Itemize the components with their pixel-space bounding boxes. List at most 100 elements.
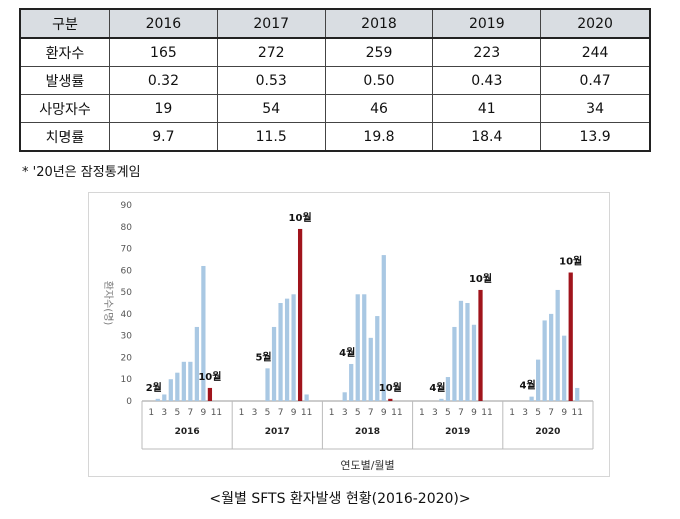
bar-2018-m7: [368, 337, 373, 401]
month-tick-label: 11: [211, 408, 222, 418]
year-label: 2017: [265, 427, 290, 437]
stats-table: 구분 2016 2017 2018 2019 2020 환자수 165 272 …: [19, 8, 651, 152]
annotation-label: 5월: [255, 351, 271, 363]
month-tick-label: 3: [252, 408, 258, 418]
bar-2018-m9: [381, 255, 386, 401]
month-tick-label: 5: [355, 408, 361, 418]
table-cell: 11.5: [216, 122, 326, 152]
table-row-label: 발생률: [19, 66, 110, 95]
month-tick-label: 9: [381, 408, 387, 418]
y-tick-label: 50: [121, 288, 133, 298]
bar-2020-m10: [568, 272, 573, 401]
y-axis-label: 환자수(명): [102, 281, 114, 326]
year-label: 2016: [175, 427, 200, 437]
month-tick-label: 9: [471, 408, 477, 418]
bar-2017-m9: [291, 294, 296, 401]
month-tick-label: 3: [342, 408, 348, 418]
bar-2016-m6: [181, 361, 186, 401]
bar-2017-m7: [278, 303, 283, 401]
bar-2018-m6: [362, 294, 367, 401]
y-tick-label: 10: [121, 375, 133, 385]
x-axis-label: 연도별/월별: [340, 459, 394, 472]
bar-2016-m5: [175, 372, 180, 401]
month-tick-label: 3: [161, 408, 167, 418]
bar-2019-m10: [478, 289, 483, 401]
bar-2020-m8: [555, 289, 560, 401]
table-cell: 0.50: [324, 66, 434, 95]
month-tick-label: 11: [301, 408, 312, 418]
month-tick-label: 7: [187, 408, 193, 418]
month-tick-label: 9: [291, 408, 297, 418]
table-header-cell: 2018: [324, 8, 434, 39]
table-header-cell: 2019: [432, 8, 542, 39]
bar-2018-m4: [349, 363, 354, 401]
y-tick-label: 70: [121, 245, 133, 255]
month-tick-label: 5: [265, 408, 271, 418]
table-cell: 0.43: [432, 66, 542, 95]
month-tick-label: 11: [571, 408, 582, 418]
bar-2019-m9: [471, 324, 477, 401]
table-cell: 34: [540, 94, 651, 123]
table-cell: 272: [216, 37, 326, 67]
table-row: 치명률 9.7 11.5 19.8 18.4 13.9: [19, 122, 651, 152]
table-cell: 0.53: [216, 66, 326, 95]
bar-2019-m7: [458, 300, 464, 401]
month-tick-label: 7: [458, 408, 464, 418]
table-row: 환자수 165 272 259 223 244: [19, 37, 651, 67]
table-cell: 244: [540, 37, 651, 67]
table-cell: 19: [109, 94, 218, 123]
table-cell: 18.4: [432, 122, 542, 152]
month-tick-label: 7: [278, 408, 284, 418]
month-tick-label: 1: [148, 408, 154, 418]
bar-2017-m8: [284, 298, 290, 401]
y-tick-label: 40: [121, 310, 133, 320]
annotation-label: 10월: [289, 212, 312, 224]
annotation-label: 10월: [198, 371, 221, 383]
year-label: 2019: [445, 427, 470, 437]
y-tick-label: 20: [121, 353, 133, 363]
year-label: 2020: [535, 427, 560, 437]
month-tick-label: 5: [445, 408, 451, 418]
table-header-cell: 2017: [216, 8, 326, 39]
month-tick-label: 9: [201, 408, 207, 418]
year-label: 2018: [355, 427, 380, 437]
bar-2016-m9: [201, 265, 206, 401]
bar-2017-m11: [304, 394, 309, 401]
bar-2018-m10: [388, 398, 393, 401]
bar-2017-m5: [265, 368, 270, 401]
bar-2020-m9: [562, 335, 567, 401]
y-tick-label: 60: [121, 266, 133, 276]
bar-2016-m8: [194, 326, 199, 401]
bar-2020-m11: [575, 387, 580, 401]
month-tick-label: 1: [329, 408, 335, 418]
y-tick-label: 0: [126, 397, 132, 407]
table-row-label: 사망자수: [19, 94, 110, 123]
chart-caption: <월별 SFTS 환자발생 현황(2016-2020)>: [209, 491, 471, 507]
chart-frame: 0 10 20 30 40 50 60 70 80 90 환자수(명) 1 3 5 7 9 11 2016 2월 10…: [88, 192, 610, 477]
bar-2016-m2: [155, 398, 160, 401]
table-row: 발생률 0.32 0.53 0.50 0.43 0.47: [19, 66, 651, 95]
month-tick-label: 9: [561, 408, 567, 418]
month-tick-label: 3: [522, 408, 528, 418]
table-cell: 0.32: [109, 66, 218, 95]
table-cell: 0.47: [540, 66, 651, 95]
annotation-label: 4월: [339, 347, 355, 359]
month-tick-label: 1: [239, 408, 245, 418]
table-cell: 41: [432, 94, 542, 123]
month-tick-label: 7: [548, 408, 554, 418]
table-header-row: 구분 2016 2017 2018 2019 2020: [19, 8, 651, 39]
table-cell: 165: [109, 37, 218, 67]
annotation-label: 4월: [429, 382, 445, 394]
bar-2019-m6: [452, 326, 457, 401]
y-tick-label: 90: [121, 201, 133, 211]
month-tick-label: 3: [432, 408, 438, 418]
table-cell: 46: [324, 94, 434, 123]
annotation-label: 2월: [146, 382, 162, 394]
table-cell: 13.9: [540, 122, 651, 152]
bar-2016-m7: [188, 361, 193, 401]
month-tick-label: 11: [481, 408, 492, 418]
table-row-label: 환자수: [19, 37, 110, 67]
annotation-label: 10월: [379, 382, 402, 394]
table-cell: 9.7: [109, 122, 218, 152]
